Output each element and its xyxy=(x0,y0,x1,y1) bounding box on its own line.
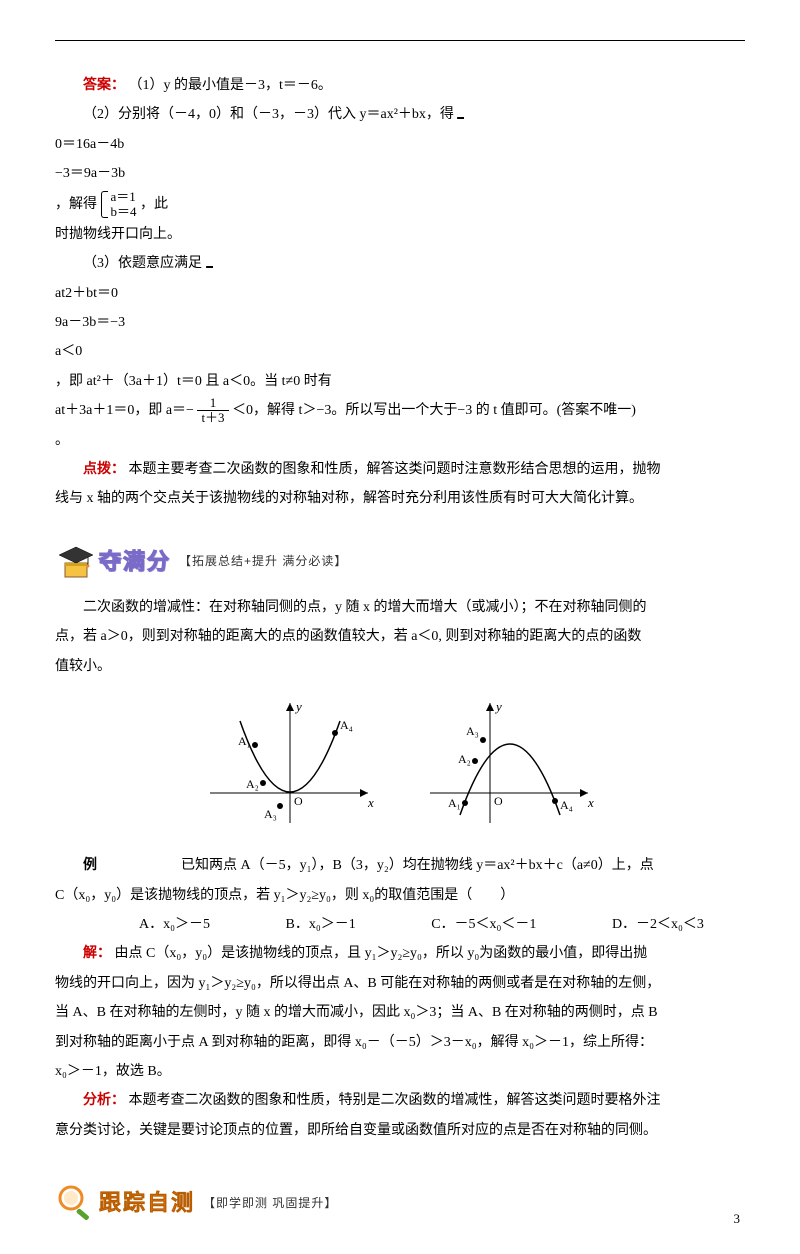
solve-b: 物线的开口向上，因为 y₁＞y₂≥y₀，所以得出点 A、B 可能在对称轴的两侧或… xyxy=(55,969,745,998)
section1-title: 夺满分 xyxy=(99,539,171,585)
axis-y-label-2: y xyxy=(494,699,502,714)
section2-sub: 【即学即测 巩固提升】 xyxy=(203,1191,337,1216)
section2-title: 跟踪自测 xyxy=(99,1180,195,1226)
pt-a2 xyxy=(260,780,266,786)
pt-a3 xyxy=(277,803,283,809)
answer-p3c-post: ＜0，解得 t＞−3。所以写出一个大于−3 的 t 值即可。(答案不唯一) xyxy=(232,403,636,418)
solve-c: 当 A、B 在对称轴的左侧时，y 随 x 的增大而减小，因此 x₀＞3；当 A、… xyxy=(55,998,745,1027)
lbl-b4: A₄ xyxy=(560,798,573,812)
example-line-2: C（x₀，y₀）是该抛物线的顶点，若 y₁＞y₂≥y₀，则 x₀的取值范围是（ … xyxy=(55,881,745,910)
solve-a: 由点 C（x₀，y₀）是该抛物线的顶点，且 y₁＞y₂≥y₀，所以 y₀为函数的… xyxy=(115,946,648,961)
example-label: 例 xyxy=(83,858,97,873)
dianbo-label: 点拨： xyxy=(83,462,125,477)
opt-a: A．x₀＞－5 xyxy=(97,910,210,939)
axis-y-label: y xyxy=(294,699,302,714)
charts-row: y x O A₁ A₂ A₃ A₄ y x O A₁ A₂ A₃ A₄ xyxy=(55,693,745,833)
example-gap xyxy=(101,851,178,880)
pt-b3 xyxy=(480,737,486,743)
example-line-1: 例 已知两点 A（－5，y₁），B（3，y₂）均在抛物线 y＝ax²＋bx＋c（… xyxy=(55,851,745,880)
origin-label-2: O xyxy=(494,794,503,808)
answer-label: 答案： xyxy=(83,78,125,93)
answer-p3b: ，即 at²＋（3a＋1）t＝0 且 a＜0。当 t≠0 时有 xyxy=(55,374,332,389)
magnifier-icon xyxy=(55,1182,97,1224)
answer-line-3: （3）依题意应满足 xyxy=(55,249,745,278)
answer-p1: （1）y 的最小值是－3，t＝－6。 xyxy=(129,78,332,93)
brace-3-r0: at2＋bt＝0 xyxy=(55,279,745,308)
lbl-b1: A₁ xyxy=(448,796,461,810)
section1-sub: 【拓展总结+提升 满分必读】 xyxy=(179,549,347,574)
brace-2-2: a＝1 b＝4 xyxy=(101,189,137,220)
fraction: 1 t＋3 xyxy=(197,396,228,426)
brace-2-1-r1: −3＝9a－3b xyxy=(55,159,745,188)
opt-b: B．x₀＞－1 xyxy=(244,910,356,939)
page-number: 3 xyxy=(734,1205,741,1232)
brace-2-1-r0: 0＝16a－4b xyxy=(55,130,745,159)
answer-line-3b: at＋3a＋1＝0，即 a＝− 1 t＋3 ＜0，解得 t＞−3。所以写出一个大… xyxy=(55,396,745,426)
analysis-label: 分析： xyxy=(83,1093,125,1108)
analysis-a: 本题考查二次函数的图象和性质，特别是二次函数的增减性，解答这类问题时要格外注 xyxy=(129,1093,661,1108)
answer-p3c-pre: at＋3a＋1＝0，即 a＝− xyxy=(55,403,194,418)
solve-e: x₀＞－1，故选 B。 xyxy=(55,1057,745,1086)
lbl-a1: A₁ xyxy=(238,734,251,748)
axis-x-label: x xyxy=(367,795,374,810)
top-rule xyxy=(55,40,745,41)
answer-line-3end: 。 xyxy=(55,426,745,455)
brace-3-r2: a＜0 xyxy=(55,337,745,366)
solve-label: 解： xyxy=(83,946,111,961)
sec1-b: 点，若 a＞0，则到对称轴的距离大的点的函数值较大，若 a＜0, 则到对称轴的距… xyxy=(55,622,745,651)
chart-up-parabola: y x O A₁ A₂ A₃ A₄ xyxy=(200,693,380,833)
pt-b2 xyxy=(472,758,478,764)
solve-line-1: 解： 由点 C（x₀，y₀）是该抛物线的顶点，且 y₁＞y₂≥y₀，所以 y₀为… xyxy=(55,939,745,968)
lbl-a2: A₂ xyxy=(246,777,259,791)
answer-p3a: （3）依题意应满足 xyxy=(83,256,202,271)
lbl-b3: A₃ xyxy=(466,724,479,738)
lbl-b2: A₂ xyxy=(458,752,471,766)
lbl-a3: A₃ xyxy=(264,807,277,821)
answer-p2c: ，此 xyxy=(140,196,168,211)
dianbo-line-1: 点拨： 本题主要考查二次函数的图象和性质，解答这类问题时注意数形结合思想的运用，… xyxy=(55,455,745,484)
pt-b4 xyxy=(552,798,558,804)
sec1-c: 值较小。 xyxy=(55,652,745,681)
pt-a4 xyxy=(332,730,338,736)
analysis-b: 意分类讨论，关键是要讨论顶点的位置，即所给自变量或函数值所对应的点是否在对称轴的… xyxy=(55,1116,745,1145)
solve-d: 到对称轴的距离小于点 A 到对称轴的距离，即得 x₀－（－5）＞3－x₀，解得 … xyxy=(55,1028,745,1057)
dianbo-line-2: 线与 x 轴的两个交点关于该抛物线的对称轴对称，解答时充分利用该性质有时可大大简… xyxy=(55,484,745,513)
opt-d: D．－2＜x₀＜3 xyxy=(570,910,704,939)
frac-num: 1 xyxy=(197,396,228,410)
analysis-line-1: 分析： 本题考查二次函数的图象和性质，特别是二次函数的增减性，解答这类问题时要格… xyxy=(55,1086,745,1115)
section-top-score: 夺满分 【拓展总结+提升 满分必读】 xyxy=(55,539,745,585)
axis-x-label-2: x xyxy=(587,795,594,810)
dianbo-a: 本题主要考查二次函数的图象和性质，解答这类问题时注意数形结合思想的运用，抛物 xyxy=(129,462,661,477)
brace-2-2-r1: b＝4 xyxy=(111,204,137,220)
brace-2-2-r0: a＝1 xyxy=(111,189,137,205)
lbl-a4: A₄ xyxy=(340,718,353,732)
pt-a1 xyxy=(252,742,258,748)
answer-p2a: （2）分别将（－4，0）和（－3，－3）代入 y＝ax²＋bx，得 xyxy=(83,107,454,122)
opt-c: C．－5＜x₀＜－1 xyxy=(389,910,536,939)
parabola-down xyxy=(460,744,560,815)
pt-b1 xyxy=(462,800,468,806)
sec1-a: 二次函数的增减性：在对称轴同侧的点，y 随 x 的增大而增大（或减小）；不在对称… xyxy=(55,593,745,622)
answer-line-1: 答案： （1）y 的最小值是－3，t＝－6。 xyxy=(55,71,745,100)
brace-3-r1: 9a－3b＝−3 xyxy=(55,308,745,337)
example-options: A．x₀＞－5 B．x₀＞－1 C．－5＜x₀＜－1 D．－2＜x₀＜3 xyxy=(55,910,745,939)
example-qa: 已知两点 A（－5，y₁），B（3，y₂）均在抛物线 y＝ax²＋bx＋c（a≠… xyxy=(181,858,654,873)
grad-cap-icon xyxy=(55,541,97,583)
frac-den: t＋3 xyxy=(197,410,228,425)
chart-down-parabola: y x O A₁ A₂ A₃ A₄ xyxy=(420,693,600,833)
section-follow-test: 跟踪自测 【即学即测 巩固提升】 xyxy=(55,1180,745,1226)
answer-line-2: （2）分别将（－4，0）和（－3，－3）代入 y＝ax²＋bx，得 xyxy=(55,100,745,129)
answer-line-2b: 时抛物线开口向上。 xyxy=(55,220,745,249)
origin-label: O xyxy=(294,794,303,808)
answer-p2b: ，解得 xyxy=(55,196,97,211)
